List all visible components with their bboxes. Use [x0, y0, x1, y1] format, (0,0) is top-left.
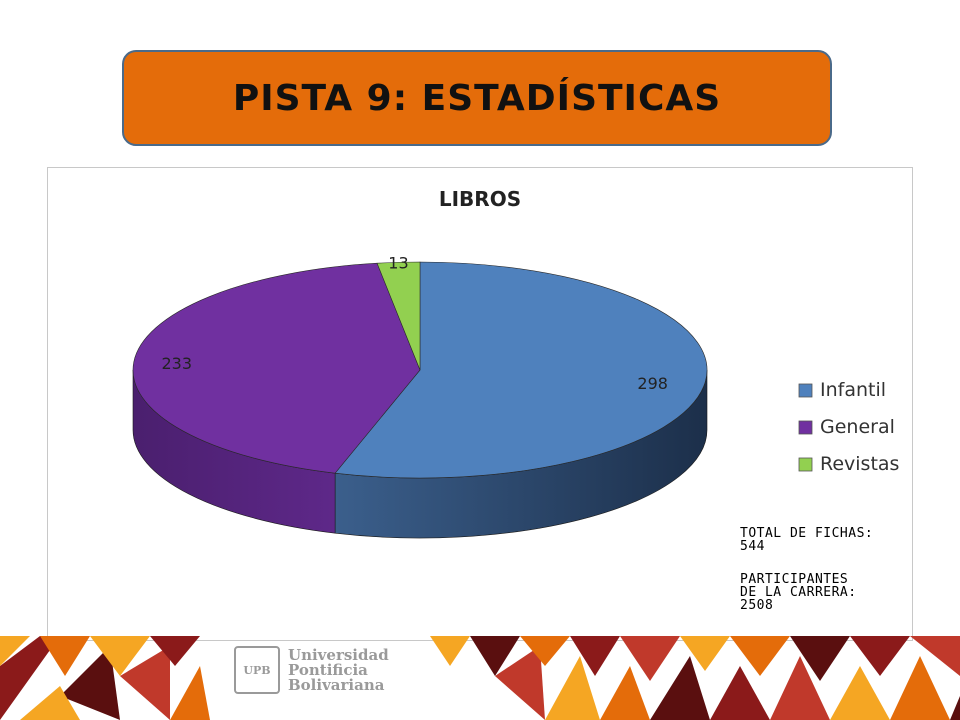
slide-title: PISTA 9: ESTADÍSTICAS	[232, 77, 722, 119]
pie-data-labels: 298 233 13	[161, 253, 668, 393]
pie-chart: LIBROS 298 233 13 Infantil General Revistas	[132, 187, 899, 539]
footer-left-triangles	[0, 636, 210, 720]
university-seal-icon: UPB	[234, 646, 280, 694]
chart-title: LIBROS	[439, 187, 521, 211]
university-name-line2: Pontificia	[288, 660, 368, 679]
total-fichas-value: 544	[740, 539, 765, 554]
legend-label-general: General	[820, 416, 895, 438]
university-name-line1: Universidad	[288, 645, 389, 664]
data-label-infantil: 298	[637, 374, 668, 393]
university-name-line3: Bolivariana	[288, 675, 385, 694]
total-fichas-label: TOTAL DE FICHAS:	[740, 526, 874, 541]
legend-swatch-general	[798, 420, 813, 435]
legend-swatch-infantil	[798, 383, 813, 398]
footer-right-triangles	[430, 636, 960, 720]
participantes-value: 2508	[740, 598, 774, 613]
chart-legend: Infantil General Revistas	[798, 379, 899, 475]
university-name: Universidad Pontificia Bolivariana	[288, 645, 389, 694]
legend-swatch-revistas	[798, 457, 813, 472]
slide-title-box: PISTA 9: ESTADÍSTICAS	[122, 50, 832, 146]
decorative-footer-pattern	[0, 636, 960, 720]
legend-label-revistas: Revistas	[820, 453, 899, 475]
pie-slice-revistas	[376, 261, 421, 371]
data-label-general: 233	[161, 354, 192, 373]
university-logo: UPB Universidad Pontificia Bolivariana	[234, 644, 394, 696]
participantes-note: PARTICIPANTES DE LA CARRERA: 2508	[740, 573, 857, 612]
data-label-revistas: 13	[388, 253, 408, 272]
pie-slice-infantil	[334, 261, 708, 479]
pie-slices	[132, 261, 708, 479]
legend-label-infantil: Infantil	[820, 379, 886, 401]
pie-slice-general	[132, 262, 421, 474]
total-fichas-note: TOTAL DE FICHAS: 544	[740, 527, 873, 553]
participantes-label-1: PARTICIPANTES	[740, 572, 849, 587]
participantes-label-2: DE LA CARRERA:	[740, 585, 857, 600]
chart-frame: LIBROS 298 233 13 Infantil General Revistas …	[47, 167, 913, 641]
